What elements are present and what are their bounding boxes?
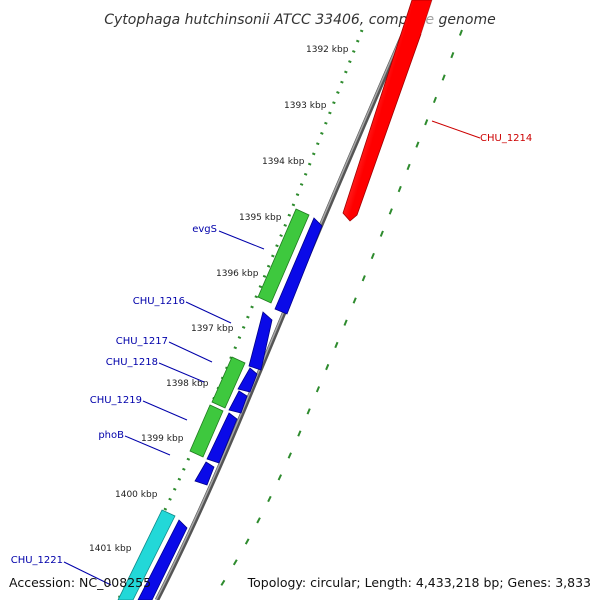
accession-text: Accession: NC_008255 — [9, 575, 151, 590]
gene-label-chu-1219[interactable]: CHU_1219 — [90, 395, 142, 406]
gene-labels: CHU_1214 evgS CHU_1216 CHU_1217 CHU_1218… — [11, 133, 533, 566]
gene-chu-1214[interactable] — [343, 0, 440, 221]
scale-label: 1397 kbp — [191, 324, 234, 334]
scale-label: 1393 kbp — [284, 101, 327, 111]
scale-label: 1394 kbp — [262, 157, 305, 167]
label-leaders — [64, 121, 480, 585]
scale-label: 1396 kbp — [216, 269, 259, 279]
scale-label: 1395 kbp — [239, 213, 282, 223]
gene-chu-1216-cds[interactable] — [249, 312, 272, 370]
gc-tick-ring — [212, 30, 462, 600]
scale-labels: 1392 kbp 1393 kbp 1394 kbp 1395 kbp 1396… — [89, 45, 349, 554]
gene-label-chu-1221[interactable]: CHU_1221 — [11, 555, 63, 566]
gene-label-chu-1214[interactable]: CHU_1214 — [480, 133, 532, 144]
gene-label-evgs[interactable]: evgS — [192, 224, 217, 235]
scale-label: 1392 kbp — [306, 45, 349, 55]
map-title: Cytophaga hutchinsonii ATCC 33406, compl… — [104, 12, 495, 28]
scale-label: 1398 kbp — [166, 379, 209, 389]
genome-summary-text: Topology: circular; Length: 4,433,218 bp… — [247, 575, 591, 590]
scale-label: 1401 kbp — [89, 544, 132, 554]
gene-label-phob[interactable]: phoB — [98, 430, 124, 441]
gene-label-chu-1218[interactable]: CHU_1218 — [106, 357, 158, 368]
gene-label-chu-1216[interactable]: CHU_1216 — [133, 296, 185, 307]
kbp-tick-ring — [118, 30, 362, 600]
scale-label: 1400 kbp — [115, 490, 158, 500]
scale-label: 1399 kbp — [141, 434, 184, 444]
gene-label-chu-1217[interactable]: CHU_1217 — [116, 336, 168, 347]
